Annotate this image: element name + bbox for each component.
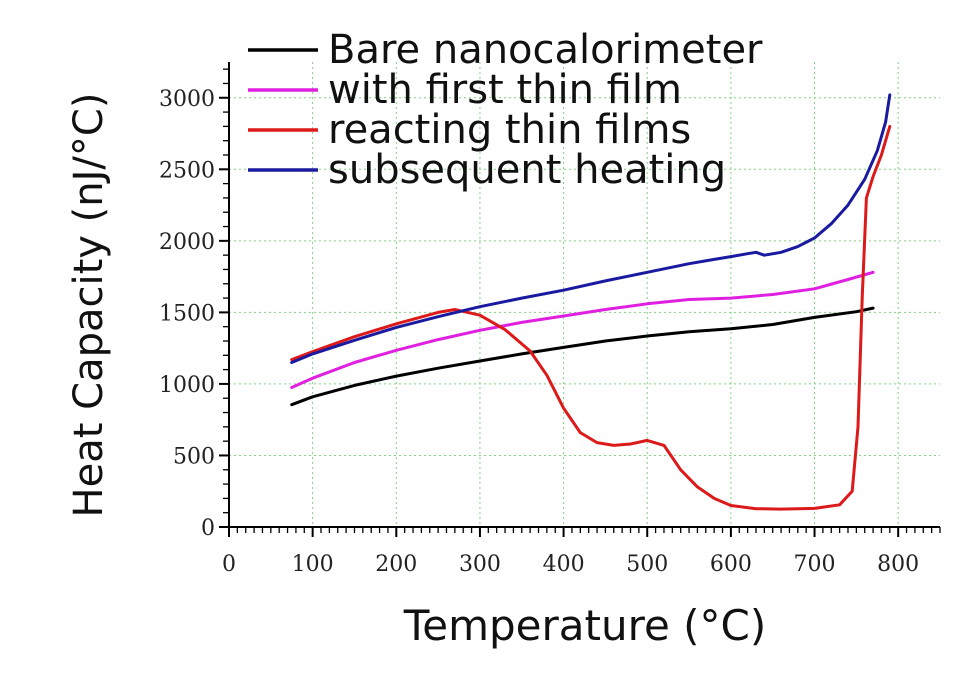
x-tick-label: 300 — [459, 552, 501, 577]
y-tick-label: 1500 — [159, 301, 215, 326]
legend-label: reacting thin films — [328, 107, 691, 153]
y-tick-label: 2500 — [159, 158, 215, 183]
x-tick-label: 600 — [710, 552, 752, 577]
y-axis-title: Heat Capacity (nJ/°C) — [66, 93, 112, 518]
legend-label: Bare nanocalorimeter — [328, 27, 763, 73]
axes — [228, 62, 940, 528]
x-tick-label: 200 — [375, 552, 417, 577]
y-tick-label: 3000 — [159, 87, 215, 112]
y-tick-label: 1000 — [159, 373, 215, 398]
series-lines — [290, 93, 892, 511]
x-tick-label: 500 — [626, 552, 668, 577]
series-line-subsequent-heating — [290, 93, 892, 364]
ticks: 0 100 200 300 400 500 600 700 800 0 500 1000 1500 200… — [159, 68, 941, 577]
y-tick-label: 0 — [201, 516, 215, 541]
x-tick-label: 100 — [292, 552, 334, 577]
x-tick-label: 0 — [222, 552, 236, 577]
y-tick-label: 2000 — [159, 230, 215, 255]
series-line-bare-nanocalorimeter — [290, 306, 875, 407]
x-tick-label: 800 — [877, 552, 919, 577]
y-tick-label: 500 — [173, 444, 215, 469]
legend-label: with first thin film — [328, 67, 682, 113]
legend-label: subsequent heating — [328, 147, 726, 193]
x-axis-title: Temperature (°C) — [403, 601, 767, 650]
x-tick-label: 700 — [794, 552, 836, 577]
series-line-with-first-thin-film — [290, 270, 875, 389]
x-tick-label: 400 — [543, 552, 585, 577]
